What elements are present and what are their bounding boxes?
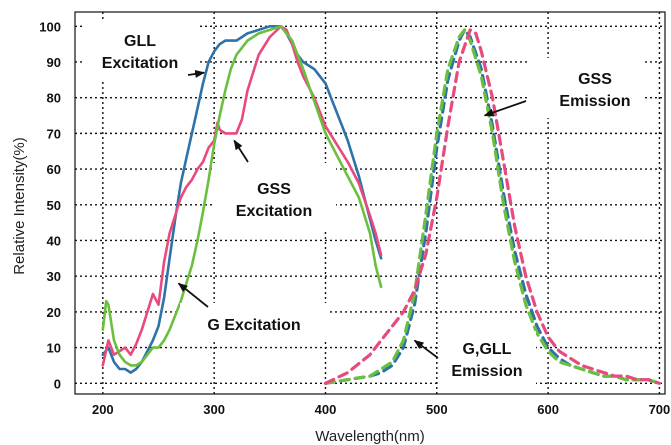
x-tick-label: 700 [649, 402, 671, 417]
annotation-arrow [177, 282, 209, 308]
series-line-red-emission [323, 28, 661, 385]
series-line-green-emission [323, 28, 661, 385]
y-tick-label: 80 [47, 91, 61, 106]
y-tick-label: 40 [47, 233, 61, 248]
annotation-4: GSS Emission [483, 58, 645, 118]
y-tick-label: 100 [39, 19, 61, 34]
y-tick-label: 0 [54, 376, 61, 391]
series-layer [101, 25, 661, 385]
x-tick-label: 600 [537, 402, 559, 417]
annotation-label: G,GLL [463, 341, 512, 358]
annotation-label: GSS [257, 181, 291, 198]
annotation-box [530, 58, 645, 118]
annotation-box [212, 163, 336, 229]
annotation-layer: GLL Excitation GSS Excitation G Excitation GS… [82, 22, 645, 385]
series-line-green-excitation [101, 25, 383, 367]
series-line-blue-excitation [101, 25, 383, 374]
annotation-arrow [413, 339, 439, 359]
y-tick-label: 70 [47, 126, 61, 141]
y-axis-title: Relative Intensity(%) [11, 137, 28, 275]
annotation-box [180, 303, 328, 341]
annotation-label: GLL [124, 33, 156, 50]
annotation-label: GSS [578, 71, 612, 88]
annotation-box [82, 22, 197, 80]
annotation-arrow [187, 70, 206, 78]
y-tick-label: 30 [47, 269, 61, 284]
y-tick-label: 90 [47, 55, 61, 70]
annotation-3: G Excitation [177, 282, 328, 341]
x-tick-label: 300 [203, 402, 225, 417]
x-tick-label: 200 [92, 402, 114, 417]
annotation-label: Excitation [236, 203, 312, 220]
annotation-label: Emission [451, 363, 522, 380]
annotation-arrow [483, 100, 527, 117]
annotation-label: G Excitation [207, 317, 300, 334]
y-tick-label: 50 [47, 198, 61, 213]
x-axis-title: Wavelength(nm) [315, 428, 424, 445]
annotation-2: GSS Excitation [212, 139, 336, 229]
annotation-5: G,GLL Emission [413, 331, 536, 385]
y-tick-label: 20 [47, 305, 61, 320]
x-tick-label: 400 [315, 402, 337, 417]
x-tick-label: 500 [426, 402, 448, 417]
y-tick-label: 10 [47, 341, 61, 356]
annotation-1: GLL Excitation [82, 22, 206, 80]
annotation-arrow [233, 139, 249, 163]
annotation-label: Emission [559, 93, 630, 110]
y-tick-label: 60 [47, 162, 61, 177]
annotation-label: Excitation [102, 55, 178, 72]
tick-labels: 200 300 400 500 600 700 0 10 20 30 40 50 60 70 80 90 100 [39, 19, 670, 417]
annotation-box [438, 331, 536, 385]
